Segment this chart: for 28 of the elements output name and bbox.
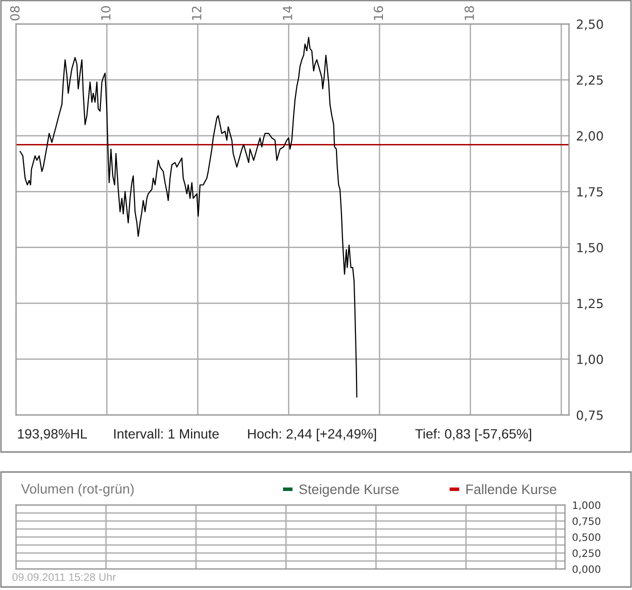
x-tick-label: 08 xyxy=(10,6,20,20)
y-tick-label: 2,25 xyxy=(576,75,603,86)
text: 09.09.2011 15:28 Uhr xyxy=(12,572,116,581)
y-tick-label: 0,000 xyxy=(572,565,600,574)
x-tick-label: 18 xyxy=(464,6,474,20)
x-tick-label: 10 xyxy=(101,6,111,20)
y-tick-label: 1,000 xyxy=(573,501,600,510)
y-tick-label: 1,25 xyxy=(577,298,603,310)
text: Hoch: 2,44 [+24,49%] xyxy=(248,428,376,442)
text: 193,98%HL xyxy=(18,429,87,440)
y-tick-label: 2,50 xyxy=(576,19,603,30)
legend-label: Fallende Kurse xyxy=(466,484,556,494)
x-tick-label: 14 xyxy=(282,6,292,20)
y-tick-label: 0,250 xyxy=(572,549,600,558)
x-tick-label: 16 xyxy=(374,6,384,20)
y-tick-label: 2,00 xyxy=(576,131,603,142)
text: Intervall: 1 Minute xyxy=(114,428,219,439)
y-tick-label: 0,500 xyxy=(572,533,600,542)
y-tick-label: 1,75 xyxy=(577,187,603,198)
y-tick-label: 0,750 xyxy=(572,517,600,526)
y-tick-label: 1,50 xyxy=(577,242,603,254)
chart-title: Volumen (rot-grün) xyxy=(21,484,134,496)
line-series xyxy=(20,36,358,398)
y-tick-label: 0,75 xyxy=(576,410,603,422)
x-tick-label: 12 xyxy=(192,6,202,20)
text: Tief: 0,83 [-57,65%] xyxy=(415,428,532,442)
y-tick-label: 1,00 xyxy=(577,354,603,366)
legend-label: Steigende Kurse xyxy=(299,484,399,497)
